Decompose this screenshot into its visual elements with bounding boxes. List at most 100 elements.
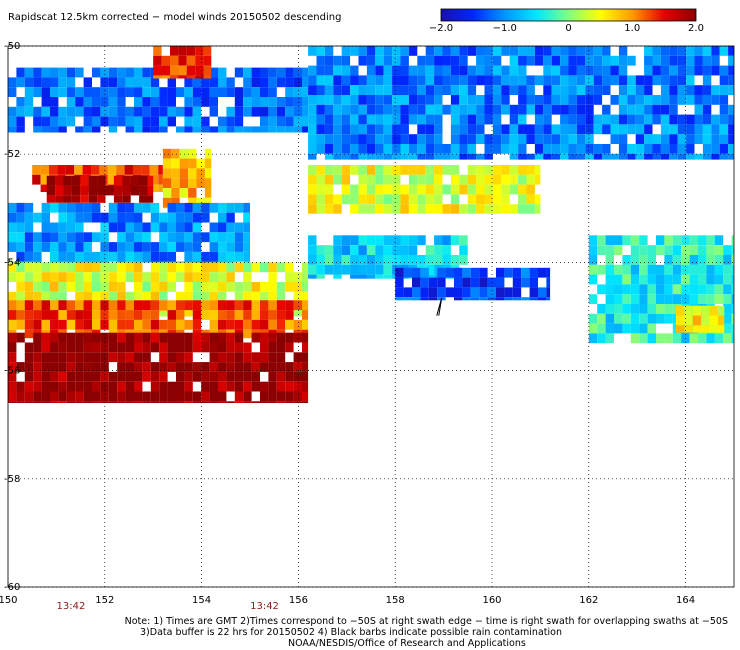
- y-tick-label: -56: [4, 366, 20, 377]
- data-cell: [58, 371, 67, 382]
- data-cell: [358, 235, 367, 246]
- data-cell: [568, 153, 577, 160]
- data-cell: [602, 124, 611, 135]
- data-cell: [46, 195, 56, 203]
- data-cell: [179, 178, 189, 188]
- data-cell: [660, 75, 670, 86]
- data-cell: [150, 202, 160, 213]
- data-cell: [192, 342, 202, 353]
- data-cell: [33, 251, 42, 262]
- data-cell: [234, 391, 244, 402]
- data-cell: [162, 197, 172, 208]
- data-cell: [186, 55, 196, 66]
- data-cell: [479, 267, 488, 278]
- data-cell: [40, 184, 49, 192]
- data-cell: [677, 75, 687, 86]
- data-cell: [560, 46, 569, 56]
- data-cell: [684, 325, 693, 333]
- data-cell: [366, 255, 376, 265]
- data-cell: [597, 284, 606, 295]
- data-cell: [285, 310, 294, 320]
- data-cell: [167, 87, 176, 97]
- data-cell: [125, 342, 134, 353]
- data-cell: [302, 381, 309, 392]
- data-cell: [644, 55, 653, 66]
- data-cell: [459, 255, 468, 265]
- data-cell: [714, 274, 724, 285]
- data-cell: [445, 267, 454, 278]
- data-cell: [375, 65, 384, 76]
- data-cell: [501, 184, 510, 195]
- data-cell: [358, 124, 367, 135]
- data-cell: [392, 46, 401, 56]
- data-cell: [576, 85, 586, 95]
- data-cell: [66, 332, 76, 343]
- data-cell: [58, 212, 67, 223]
- data-cell: [33, 282, 42, 292]
- data-cell: [285, 362, 294, 372]
- data-cell: [560, 85, 569, 95]
- data-cell: [412, 267, 421, 278]
- data-cell: [201, 126, 210, 133]
- data-cell: [58, 262, 67, 273]
- data-cell: [434, 85, 443, 95]
- data-cell: [113, 175, 123, 186]
- data-cell: [203, 75, 212, 79]
- data-cell: [728, 65, 734, 76]
- data-cell: [316, 65, 325, 76]
- data-cell: [434, 184, 443, 195]
- data-cell: [33, 116, 42, 127]
- data-cell: [117, 272, 126, 282]
- data-cell: [543, 144, 552, 154]
- data-cell: [167, 391, 176, 402]
- data-cell: [100, 222, 109, 233]
- data-cell: [234, 202, 244, 213]
- data-cell: [450, 144, 460, 154]
- data-cell: [251, 352, 260, 363]
- data-cell: [484, 75, 493, 86]
- data-cell: [139, 185, 148, 196]
- data-cell: [285, 391, 294, 402]
- data-cell: [24, 67, 34, 78]
- data-cell: [434, 153, 443, 160]
- data-cell: [610, 153, 619, 160]
- data-cell: [644, 104, 653, 115]
- data-cell: [546, 287, 551, 298]
- data-cell: [176, 87, 185, 97]
- data-cell: [134, 106, 143, 117]
- data-cell: [293, 116, 302, 127]
- data-cell: [124, 165, 133, 175]
- data-cell: [260, 362, 269, 372]
- data-cell: [234, 251, 244, 262]
- data-cell: [383, 204, 393, 214]
- data-cell: [492, 75, 502, 86]
- data-cell: [150, 272, 160, 282]
- data-cell: [316, 46, 325, 56]
- data-cell: [50, 77, 59, 88]
- x-tick-label: 164: [676, 595, 695, 606]
- data-cell: [660, 124, 670, 135]
- data-cell: [75, 300, 84, 311]
- data-cell: [392, 55, 401, 66]
- data-cell: [467, 85, 477, 95]
- data-cell: [403, 297, 412, 301]
- data-cell: [100, 251, 109, 262]
- data-cell: [467, 153, 477, 160]
- data-cell: [92, 202, 101, 213]
- data-cell: [639, 304, 648, 314]
- data-cell: [226, 212, 235, 223]
- data-cell: [677, 153, 687, 160]
- data-cell: [543, 104, 552, 115]
- data-cell: [597, 323, 606, 334]
- data-cell: [395, 297, 404, 301]
- data-cell: [50, 242, 59, 252]
- data-cell: [324, 75, 334, 86]
- data-cell: [125, 212, 134, 223]
- data-cell: [560, 95, 569, 105]
- data-cell: [58, 352, 67, 363]
- data-cell: [585, 75, 594, 86]
- data-cell: [639, 274, 648, 285]
- data-cell: [268, 332, 277, 343]
- data-cell: [276, 300, 286, 311]
- data-cell: [702, 46, 712, 56]
